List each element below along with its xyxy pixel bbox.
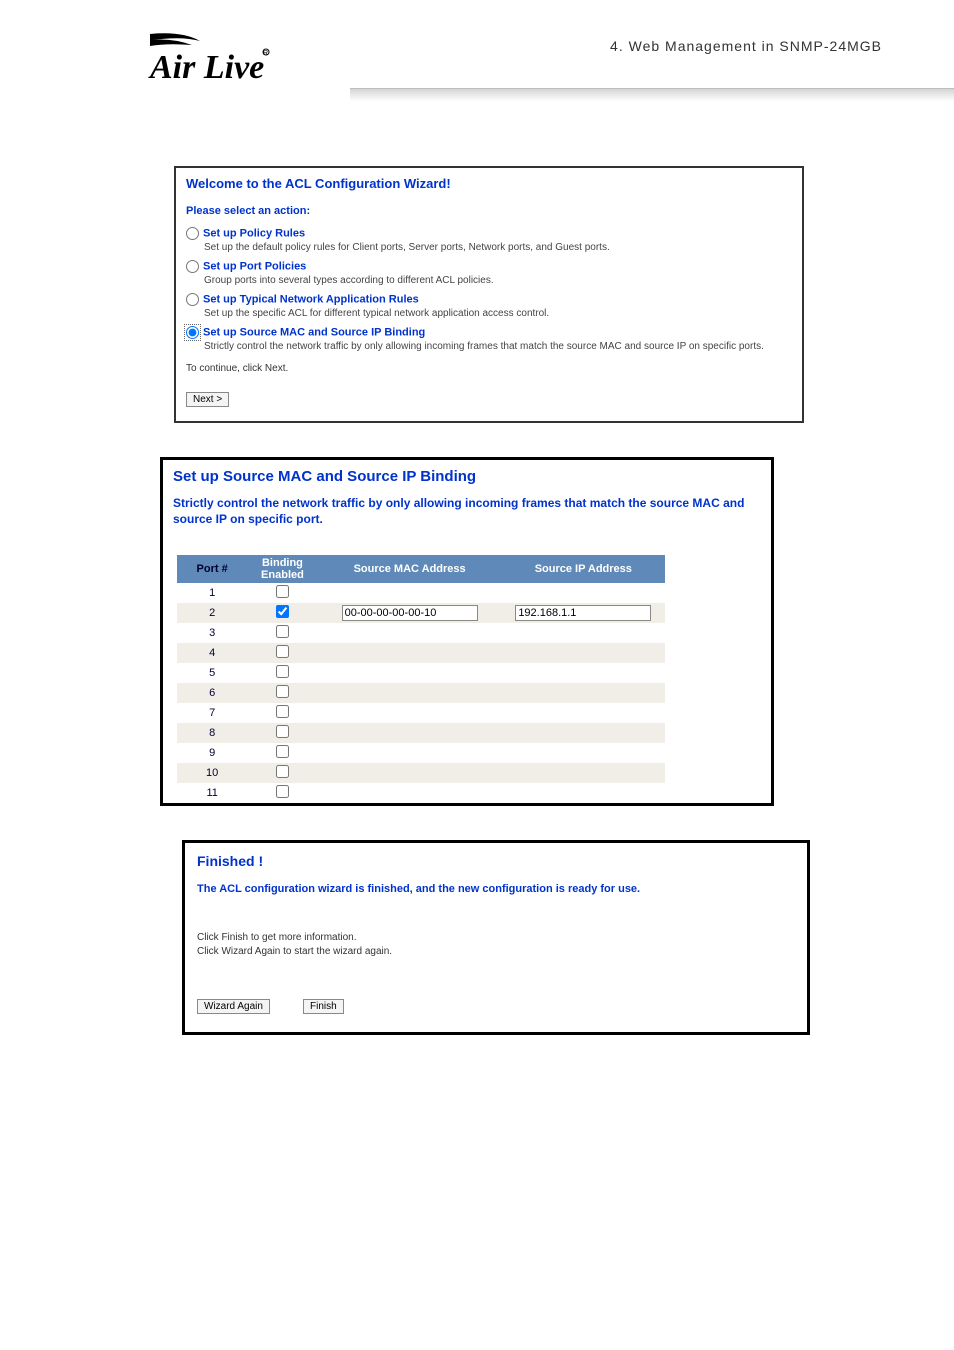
binding-desc: Strictly control the network traffic by … — [173, 495, 761, 527]
wizard-option-1: Set up Port PoliciesGroup ports into sev… — [186, 260, 792, 289]
wizard-option-0: Set up Policy RulesSet up the default po… — [186, 227, 792, 256]
wizard-option-radio-2[interactable] — [186, 293, 199, 306]
wizard-option-3: Set up Source MAC and Source IP BindingS… — [186, 326, 792, 355]
binding-enabled-3[interactable] — [276, 625, 289, 638]
port-cell: 4 — [177, 643, 247, 663]
svg-text:R: R — [263, 50, 268, 57]
finished-help: Click Finish to get more information. Cl… — [197, 931, 795, 959]
table-row: 9 — [177, 743, 665, 763]
table-row: 11 — [177, 783, 665, 803]
binding-enabled-1[interactable] — [276, 585, 289, 598]
binding-enabled-11[interactable] — [276, 785, 289, 798]
wizard-option-desc-2: Set up the specific ACL for different ty… — [204, 306, 792, 322]
finished-panel: Finished ! The ACL configuration wizard … — [182, 840, 810, 1035]
breadcrumb: 4. Web Management in SNMP-24MGB — [610, 38, 882, 54]
wizard-option-label-3: Set up Source MAC and Source IP Binding — [203, 326, 425, 338]
mac-input-2[interactable] — [342, 605, 478, 621]
table-row: 8 — [177, 723, 665, 743]
binding-enabled-9[interactable] — [276, 745, 289, 758]
table-row: 3 — [177, 623, 665, 643]
col-enabled: Binding Enabled — [247, 555, 317, 583]
binding-enabled-5[interactable] — [276, 665, 289, 678]
finish-button[interactable]: Finish — [303, 999, 344, 1014]
port-cell: 6 — [177, 683, 247, 703]
finished-msg: The ACL configuration wizard is finished… — [197, 883, 795, 895]
port-cell: 11 — [177, 783, 247, 803]
wizard-prompt: Please select an action: — [186, 205, 792, 217]
table-row: 7 — [177, 703, 665, 723]
table-row: 2 — [177, 603, 665, 623]
col-mac: Source MAC Address — [318, 555, 502, 583]
port-cell: 9 — [177, 743, 247, 763]
wizard-option-label-1: Set up Port Policies — [203, 260, 306, 272]
wizard-option-radio-1[interactable] — [186, 260, 199, 273]
wizard-option-desc-3: Strictly control the network traffic by … — [204, 339, 792, 355]
wizard-option-label-0: Set up Policy Rules — [203, 227, 305, 239]
binding-title: Set up Source MAC and Source IP Binding — [173, 468, 761, 485]
port-cell: 2 — [177, 603, 247, 623]
finished-help-line1: Click Finish to get more information. — [197, 932, 357, 943]
finished-title: Finished ! — [197, 853, 795, 869]
table-row: 4 — [177, 643, 665, 663]
port-cell: 7 — [177, 703, 247, 723]
page-header: 4. Web Management in SNMP-24MGB Air Live… — [0, 0, 954, 110]
brand-logo: Air Live R — [72, 30, 272, 93]
binding-enabled-2[interactable] — [276, 605, 289, 618]
wizard-continue-text: To continue, click Next. — [186, 363, 792, 374]
wizard-option-radio-0[interactable] — [186, 227, 199, 240]
port-cell: 3 — [177, 623, 247, 643]
wizard-option-desc-0: Set up the default policy rules for Clie… — [204, 240, 792, 256]
table-row: 5 — [177, 663, 665, 683]
binding-enabled-8[interactable] — [276, 725, 289, 738]
col-port: Port # — [177, 555, 247, 583]
col-ip: Source IP Address — [502, 555, 665, 583]
wizard-option-radio-3[interactable] — [186, 326, 199, 339]
wizard-option-desc-1: Group ports into several types according… — [204, 273, 792, 289]
wizard-again-button[interactable]: Wizard Again — [197, 999, 270, 1014]
table-row: 6 — [177, 683, 665, 703]
port-cell: 10 — [177, 763, 247, 783]
wizard-option-2: Set up Typical Network Application Rules… — [186, 293, 792, 322]
port-cell: 8 — [177, 723, 247, 743]
ip-input-2[interactable] — [515, 605, 651, 621]
binding-enabled-6[interactable] — [276, 685, 289, 698]
binding-enabled-4[interactable] — [276, 645, 289, 658]
acl-wizard-panel: Welcome to the ACL Configuration Wizard!… — [174, 166, 804, 423]
svg-text:Air Live: Air Live — [148, 49, 264, 86]
wizard-title: Welcome to the ACL Configuration Wizard! — [186, 176, 792, 191]
port-cell: 1 — [177, 583, 247, 603]
binding-enabled-10[interactable] — [276, 765, 289, 778]
header-separator — [350, 88, 954, 101]
page: 4. Web Management in SNMP-24MGB Air Live… — [0, 0, 954, 1350]
table-row: 10 — [177, 763, 665, 783]
binding-table: Port # Binding Enabled Source MAC Addres… — [177, 555, 665, 803]
next-button[interactable]: Next > — [186, 392, 229, 407]
port-cell: 5 — [177, 663, 247, 683]
binding-panel: Set up Source MAC and Source IP Binding … — [160, 457, 774, 806]
finished-help-line2: Click Wizard Again to start the wizard a… — [197, 946, 392, 957]
binding-enabled-7[interactable] — [276, 705, 289, 718]
table-row: 1 — [177, 583, 665, 603]
wizard-option-label-2: Set up Typical Network Application Rules — [203, 293, 419, 305]
